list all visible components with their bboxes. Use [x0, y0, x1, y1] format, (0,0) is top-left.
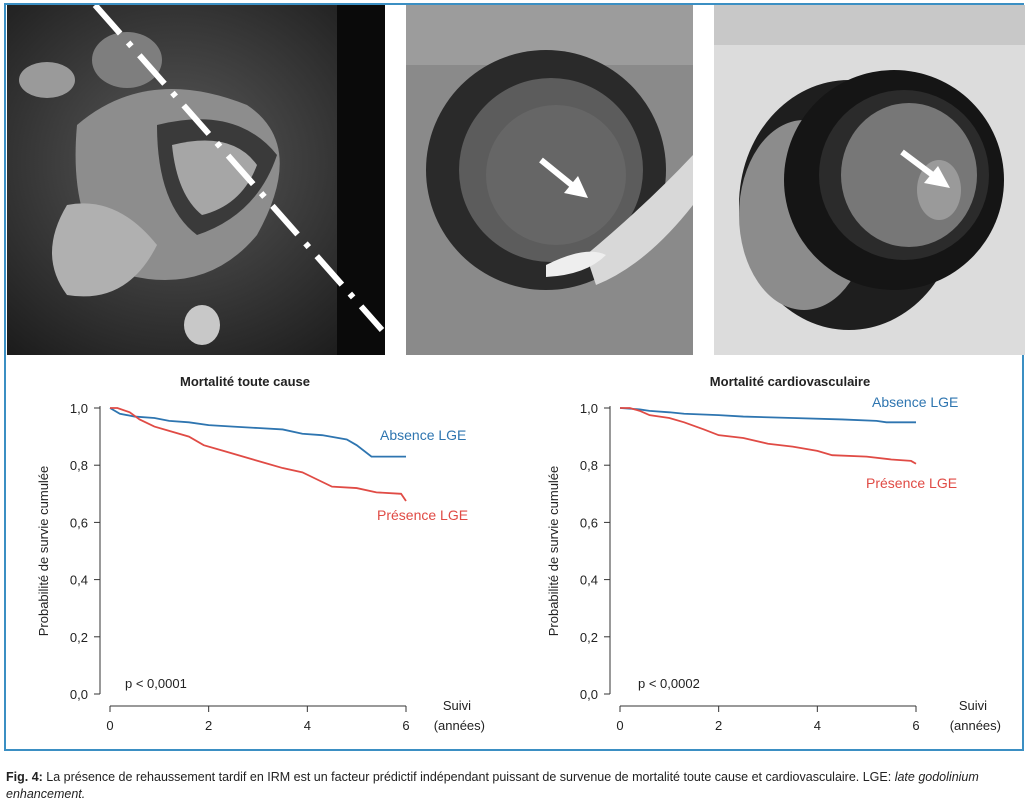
y-tick-label: 1,0: [580, 401, 598, 416]
x-tick-label: 6: [912, 718, 919, 733]
y-tick-label: 0,2: [580, 630, 598, 645]
y-axis-label: Probabilité de survie cumulée: [546, 466, 561, 637]
x-axis-unit: (années): [434, 718, 485, 733]
x-tick-label: 2: [715, 718, 722, 733]
caption-text: La présence de rehaussement tardif en IR…: [42, 770, 895, 784]
series-line-presence: [110, 407, 407, 502]
chart-title: Mortalité toute cause: [180, 374, 310, 389]
series-label-absence: Absence LGE: [380, 427, 466, 443]
y-tick-label: 0,8: [580, 458, 598, 473]
y-tick-label: 0,6: [70, 515, 88, 530]
x-tick-label: 0: [616, 718, 623, 733]
y-tick-label: 0,0: [580, 687, 598, 702]
y-tick-label: 0,6: [580, 515, 598, 530]
mri-image-four-chamber: [7, 5, 385, 355]
chart-title: Mortalité cardiovasculaire: [710, 374, 870, 389]
y-tick-label: 1,0: [70, 401, 88, 416]
x-axis-label: Suivi: [959, 698, 987, 713]
chart-all-cause-mortality: Mortalité toute cause 1,0 0,8 0,6 0,4 0,2 0,0 0…: [30, 360, 510, 750]
series-label-presence: Présence LGE: [866, 475, 957, 491]
y-axis-label: Probabilité de survie cumulée: [36, 466, 51, 637]
x-tick-label: 4: [814, 718, 821, 733]
x-tick-label: 6: [402, 718, 409, 733]
y-tick-label: 0,0: [70, 687, 88, 702]
y-tick-label: 0,4: [580, 573, 598, 588]
y-tick-label: 0,2: [70, 630, 88, 645]
x-axis-label: Suivi: [443, 698, 471, 713]
mri-image-short-axis-2: [714, 5, 1025, 355]
series-line-absence: [619, 407, 916, 424]
series-line-absence: [109, 407, 406, 458]
chart-cardiovascular-mortality: Mortalité cardiovasculaire 1,0 0,8 0,6 0,4 0,…: [540, 360, 1025, 750]
series-label-absence: Absence LGE: [872, 394, 958, 410]
x-axis-unit: (années): [950, 718, 1001, 733]
mri-image-short-axis-1: [406, 5, 693, 355]
p-value: p < 0,0002: [638, 676, 700, 691]
x-tick-label: 0: [106, 718, 113, 733]
y-tick-label: 0,4: [70, 573, 88, 588]
x-tick-label: 2: [205, 718, 212, 733]
x-tick-label: 4: [304, 718, 311, 733]
caption-label: Fig. 4:: [6, 770, 43, 784]
p-value: p < 0,0001: [125, 676, 187, 691]
series-label-presence: Présence LGE: [377, 507, 468, 523]
y-tick-label: 0,8: [70, 458, 88, 473]
caption-italic: late godolinium enhancement.: [6, 770, 979, 801]
figure-caption: Fig. 4: La présence de rehaussement tard…: [6, 769, 1026, 803]
series-line-presence: [620, 407, 917, 465]
